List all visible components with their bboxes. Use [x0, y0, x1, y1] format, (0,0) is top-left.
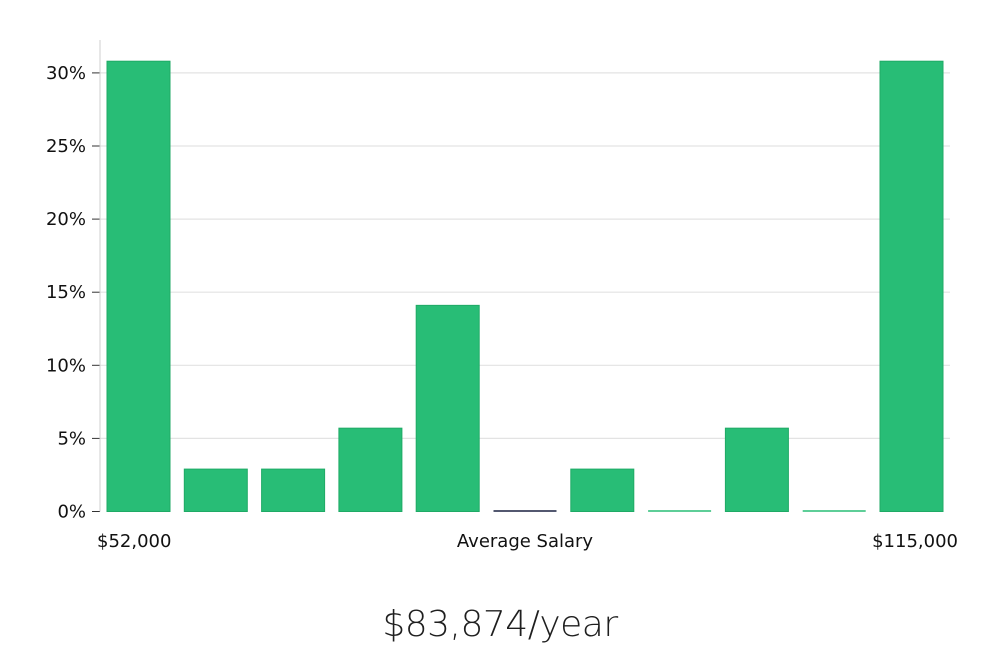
histogram-bar [879, 60, 944, 512]
average-salary-value: $83,874/year [382, 604, 618, 645]
y-tick-label: 30% [46, 63, 86, 84]
x-max-label: $115,000 [872, 531, 958, 552]
gridlines [100, 72, 950, 439]
histogram-bar [261, 468, 326, 512]
histogram-bar [106, 60, 171, 512]
histogram-bar [570, 468, 635, 512]
y-tick-label: 25% [46, 136, 86, 157]
histogram-bar [183, 468, 248, 512]
y-tick-label: 20% [46, 209, 86, 230]
y-tick-label: 0% [57, 502, 86, 523]
y-tick-label: 10% [46, 355, 86, 376]
histogram-bar [415, 304, 480, 512]
y-axis-ticks: 0% 5% 10% 15% 20% 25% 30% [46, 63, 100, 523]
salary-histogram: 0% 5% 10% 15% 20% 25% 30% $52,000 Average Sala… [46, 40, 958, 552]
y-tick-label: 15% [46, 282, 86, 303]
x-axis-title: Average Salary [457, 531, 594, 552]
bars [106, 60, 944, 512]
y-tick-label: 5% [57, 428, 86, 449]
x-min-label: $52,000 [97, 531, 171, 552]
histogram-bar [724, 427, 789, 512]
histogram-bar [338, 427, 403, 512]
